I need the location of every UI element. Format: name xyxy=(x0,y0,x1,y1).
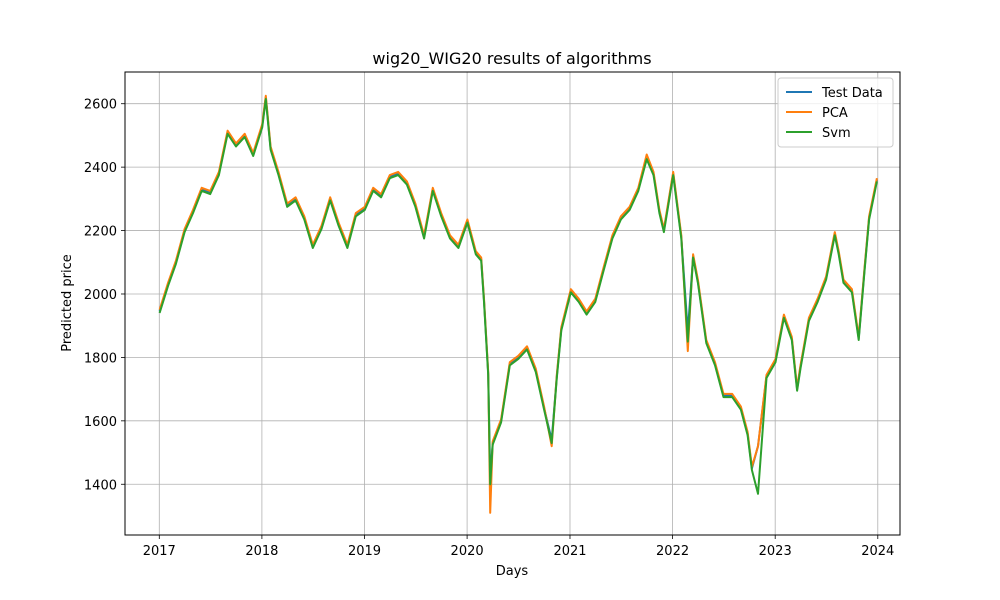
x-tick-label: 2020 xyxy=(451,544,484,559)
y-axis-label: Predicted price xyxy=(60,254,75,352)
legend-label-pca: PCA xyxy=(822,106,848,121)
legend-label-svm: Svm xyxy=(822,126,851,141)
y-tick-label: 2200 xyxy=(84,225,117,240)
x-axis: 2017 2018 2019 2020 2021 2022 2023 2024 xyxy=(143,535,894,559)
x-tick-label: 2019 xyxy=(348,544,381,559)
x-tick-label: 2017 xyxy=(143,544,176,559)
y-tick-label: 2000 xyxy=(84,288,117,303)
series-layer xyxy=(158,94,878,514)
x-tick-label: 2024 xyxy=(861,544,894,559)
grid xyxy=(125,72,900,535)
y-tick-label: 1800 xyxy=(84,351,117,366)
legend-label-test-data: Test Data xyxy=(821,86,883,101)
y-axis: 1400 1600 1800 2000 2200 2400 2600 xyxy=(84,98,125,493)
y-tick-label: 2400 xyxy=(84,161,117,176)
legend: Test Data PCA Svm xyxy=(777,77,894,148)
legend-box xyxy=(777,77,894,148)
y-tick-label: 2600 xyxy=(84,98,117,113)
x-axis-label: Days xyxy=(496,564,529,579)
x-tick-label: 2022 xyxy=(656,544,689,559)
x-tick-label: 2023 xyxy=(759,544,792,559)
x-tick-label: 2021 xyxy=(553,544,586,559)
series-line-svm xyxy=(158,98,878,495)
chart-title: wig20_WIG20 results of algorithms xyxy=(372,49,651,69)
y-tick-label: 1400 xyxy=(84,478,117,493)
x-tick-label: 2018 xyxy=(245,544,278,559)
plot-frame xyxy=(124,71,901,536)
y-tick-label: 1600 xyxy=(84,415,117,430)
